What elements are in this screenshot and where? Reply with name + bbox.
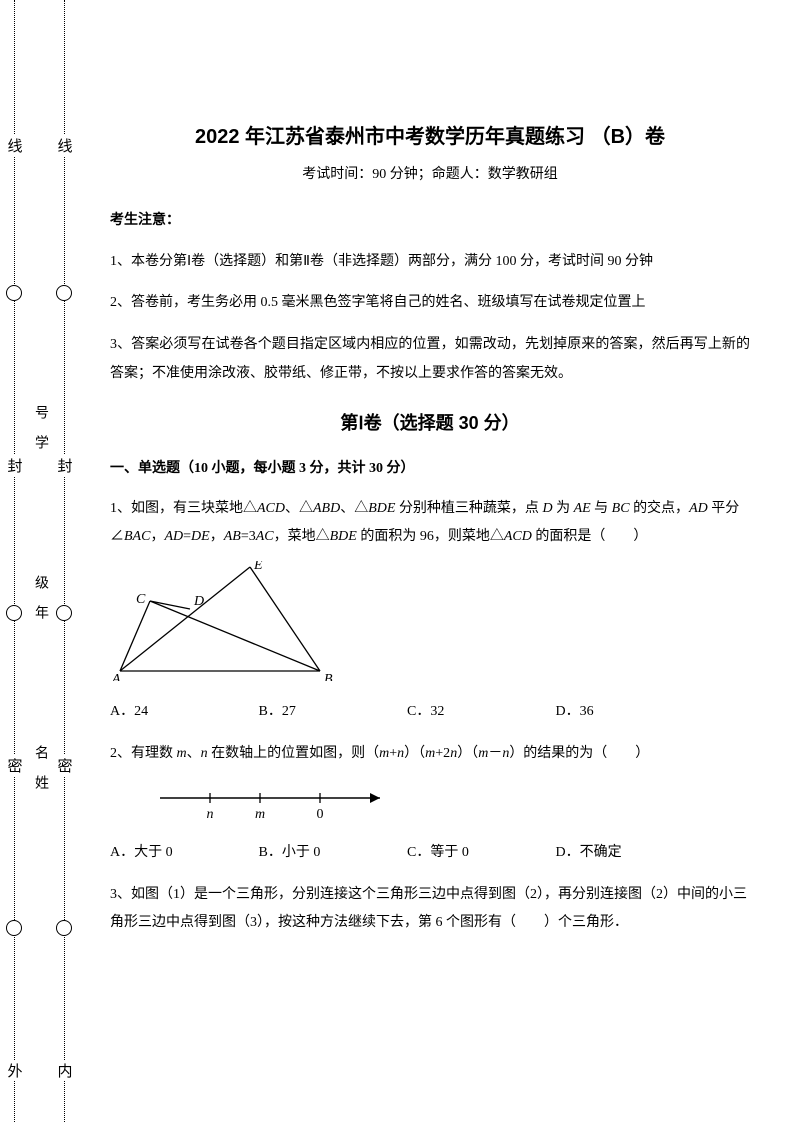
svg-text:A: A — [111, 672, 121, 681]
question-2: 2、有理数 m、n 在数轴上的位置如图，则（m+n）（m+2n）（m－n）的结果… — [110, 740, 750, 768]
outer-dotted-line — [14, 0, 15, 1122]
question-1: 1、如图，有三块菜地△ACD、△ABD、△BDE 分别种植三种蔬菜，点 D 为 … — [110, 495, 750, 551]
section-1-title: 第Ⅰ卷（选择题 30 分） — [110, 409, 750, 435]
exam-title: 2022 年江苏省泰州市中考数学历年真题练习 （B）卷 — [110, 120, 750, 149]
seal-line-label: 外 — [0, 1060, 28, 1081]
student-info-label: 名 — [34, 745, 50, 767]
seal-line-label: 封 — [0, 455, 28, 476]
binding-hole-icon — [6, 920, 22, 936]
svg-text:B: B — [324, 672, 333, 681]
inner-margin: 线封密内 — [50, 0, 78, 1122]
seal-line-label: 内 — [50, 1060, 78, 1081]
question-2-figure: n m 0 — [140, 778, 750, 827]
notice-2: 2、答卷前，考生务必用 0.5 毫米黑色签字笔将自己的姓名、班级填写在试卷规定位… — [110, 288, 750, 317]
binding-hole-icon — [6, 605, 22, 621]
q1-opt-a: A．24 — [110, 700, 255, 720]
binding-hole-icon — [56, 920, 72, 936]
svg-text:0: 0 — [317, 807, 324, 822]
svg-text:E: E — [253, 561, 263, 573]
q2-opt-d: D．不确定 — [556, 841, 701, 861]
question-1-figure: A B C D E — [110, 561, 750, 686]
binding-hole-icon — [56, 605, 72, 621]
seal-line-label: 线 — [50, 135, 78, 156]
svg-text:n: n — [207, 807, 214, 822]
question-2-options: A．大于 0 B．小于 0 C．等于 0 D．不确定 — [110, 841, 750, 861]
q2-opt-b: B．小于 0 — [259, 841, 404, 861]
q2-opt-a: A．大于 0 — [110, 841, 255, 861]
q1-opt-d: D．36 — [556, 700, 701, 720]
svg-text:m: m — [255, 807, 265, 822]
question-3: 3、如图（1）是一个三角形，分别连接这个三角形三边中点得到图（2），再分别连接图… — [110, 881, 750, 937]
notice-heading: 考生注意： — [110, 209, 750, 229]
svg-text:D: D — [193, 594, 204, 609]
triangle-diagram: A B C D E — [110, 561, 340, 681]
student-info-label: 姓 — [34, 775, 50, 797]
seal-line-label: 密 — [50, 755, 78, 776]
binding-hole-icon — [6, 285, 22, 301]
notice-1: 1、本卷分第Ⅰ卷（选择题）和第Ⅱ卷（非选择题）两部分，满分 100 分，考试时间… — [110, 247, 750, 276]
exam-content: 2022 年江苏省泰州市中考数学历年真题练习 （B）卷 考试时间：90 分钟；命… — [100, 0, 770, 1122]
student-info-label: 级 — [34, 575, 50, 597]
outer-margin: 线封密外 — [0, 0, 28, 1122]
seal-line-label: 密 — [0, 755, 28, 776]
notice-3: 3、答案必须写在试卷各个题目指定区域内相应的位置，如需改动，先划掉原来的答案，然… — [110, 330, 750, 389]
student-info-label: 学 — [34, 435, 50, 457]
q1-opt-c: C．32 — [407, 700, 552, 720]
exam-subtitle: 考试时间：90 分钟；命题人：数学教研组 — [110, 163, 750, 183]
seal-line-label: 线 — [0, 135, 28, 156]
student-info-label: 年 — [34, 605, 50, 627]
question-1-options: A．24 B．27 C．32 D．36 — [110, 700, 750, 720]
number-line-diagram: n m 0 — [140, 778, 400, 822]
student-info-label: 号 — [34, 405, 50, 427]
q1-opt-b: B．27 — [259, 700, 404, 720]
inner-dotted-line — [64, 0, 65, 1122]
part-1-heading: 一、单选题（10 小题，每小题 3 分，共计 30 分） — [110, 457, 750, 477]
seal-line-label: 封 — [50, 455, 78, 476]
binding-hole-icon — [56, 285, 72, 301]
svg-text:C: C — [136, 592, 146, 607]
q2-opt-c: C．等于 0 — [407, 841, 552, 861]
